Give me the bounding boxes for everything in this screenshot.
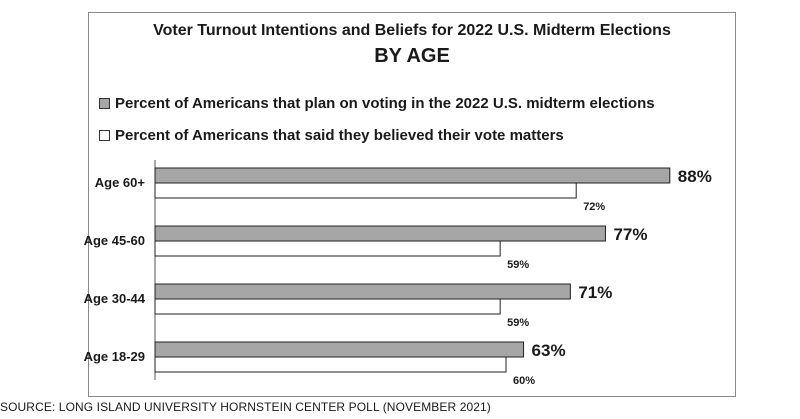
- data-label-vote-matters-age-60: 72%: [583, 201, 605, 213]
- legend-label-vote-matters: Percent of Americans that said they beli…: [115, 127, 564, 144]
- data-label-vote-matters-age-18-29: 60%: [513, 375, 535, 387]
- data-label-vote-matters-age-45-60: 59%: [507, 259, 529, 271]
- chart-title: Voter Turnout Intentions and Beliefs for…: [153, 22, 671, 39]
- legend-item-vote-matters: Percent of Americans that said they beli…: [99, 127, 564, 144]
- bar-vote-matters-age-45-60: [154, 240, 501, 257]
- data-label-plan-to-vote-age-18-29: 63%: [532, 341, 566, 360]
- source-note: SOURCE: LONG ISLAND UNIVERSITY HORNSTEIN…: [0, 400, 491, 414]
- bar-vote-matters-age-60: [154, 182, 577, 199]
- chart-frame: [88, 12, 736, 397]
- category-label-age-60: Age 60+: [95, 175, 146, 190]
- category-label-age-30-44: Age 30-44: [84, 291, 146, 306]
- category-label-age-45-60: Age 45-60: [84, 233, 145, 248]
- legend-label-plan-to-vote: Percent of Americans that plan on voting…: [115, 95, 655, 112]
- data-label-plan-to-vote-age-60: 88%: [678, 167, 712, 186]
- bar-plan-to-vote-age-18-29: [154, 341, 525, 358]
- legend-swatch-vote-matters: [99, 130, 110, 141]
- bar-vote-matters-age-18-29: [154, 356, 507, 373]
- data-label-plan-to-vote-age-45-60: 77%: [613, 225, 647, 244]
- bar-plan-to-vote-age-30-44: [154, 283, 571, 300]
- data-label-plan-to-vote-age-30-44: 71%: [578, 283, 612, 302]
- bar-plan-to-vote-age-60: [154, 167, 671, 184]
- category-label-age-18-29: Age 18-29: [84, 349, 145, 364]
- legend-item-plan-to-vote: Percent of Americans that plan on voting…: [99, 95, 655, 112]
- bar-vote-matters-age-30-44: [154, 298, 501, 315]
- chart-subtitle: BY AGE: [374, 45, 450, 67]
- legend-swatch-plan-to-vote: [99, 98, 110, 109]
- data-label-vote-matters-age-30-44: 59%: [507, 317, 529, 329]
- bar-plan-to-vote-age-45-60: [154, 225, 606, 242]
